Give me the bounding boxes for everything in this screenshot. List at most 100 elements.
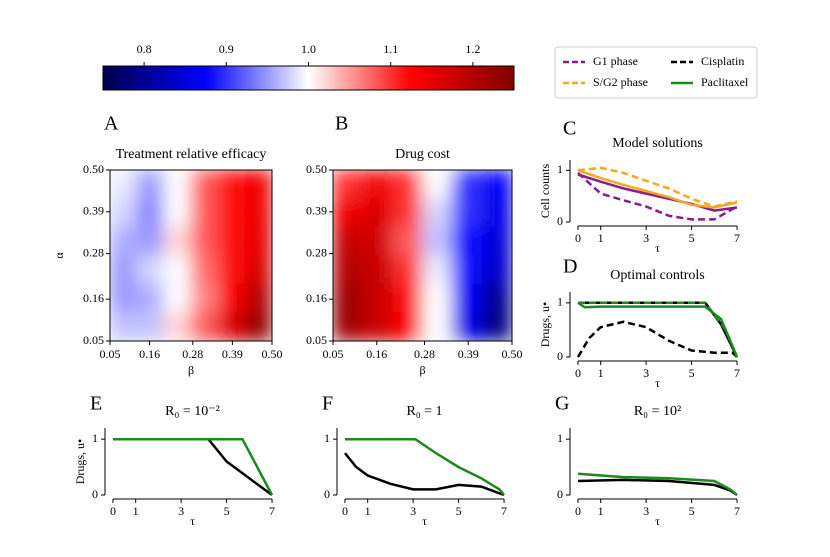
x-axis-label: β bbox=[419, 363, 425, 377]
x-tick-label: 0 bbox=[575, 504, 581, 518]
heatmap-cell bbox=[451, 255, 483, 285]
heatmap-cell bbox=[217, 170, 246, 199]
heatmap-cell bbox=[110, 283, 138, 313]
x-tick-label: 0.50 bbox=[262, 347, 283, 361]
y-tick-label: 0 bbox=[557, 214, 563, 228]
legend-box bbox=[554, 46, 758, 99]
series-line bbox=[577, 166, 738, 208]
heatmap-cell bbox=[163, 198, 192, 228]
heatmap-cell bbox=[190, 198, 219, 228]
heatmap-cell bbox=[392, 226, 423, 256]
heatmap-cells bbox=[110, 170, 272, 341]
heatmap-cell bbox=[481, 170, 512, 199]
heatmap bbox=[333, 170, 512, 341]
heatmap-cell bbox=[136, 283, 165, 313]
heatmap-cell bbox=[481, 312, 512, 341]
series-line bbox=[344, 452, 505, 497]
legend-label: Cisplatin bbox=[701, 54, 744, 68]
x-tick-label: 5 bbox=[456, 504, 462, 518]
heatmap-cell bbox=[392, 170, 423, 199]
x-tick-label: 1 bbox=[598, 504, 604, 518]
x-tick-label: 0.16 bbox=[139, 347, 160, 361]
heatmap-cell bbox=[481, 198, 512, 228]
heatmap-cell bbox=[333, 312, 364, 341]
heatmap-cell bbox=[362, 283, 394, 313]
heatmap-cell bbox=[362, 312, 394, 341]
heatmap-cell bbox=[217, 283, 246, 313]
heatmap-cell bbox=[333, 198, 364, 228]
x-tick-label: 3 bbox=[643, 504, 649, 518]
panel-title: R₀ = 10⁻² bbox=[165, 404, 220, 419]
heatmap-cell bbox=[451, 170, 483, 199]
y-axis-label: Drugs, u• bbox=[73, 439, 87, 485]
heatmap-cell bbox=[451, 283, 483, 313]
y-tick-label: 1 bbox=[557, 162, 563, 176]
x-tick-label: 0 bbox=[575, 366, 581, 380]
panel-letter: F bbox=[322, 393, 333, 415]
y-tick-label: 0.05 bbox=[83, 333, 104, 347]
x-tick-label: 0.39 bbox=[222, 347, 243, 361]
legend-label: S/G2 phase bbox=[593, 75, 648, 89]
panel-letter: A bbox=[104, 113, 119, 135]
y-tick-label: 1 bbox=[92, 431, 98, 445]
x-axis-label: τ bbox=[655, 376, 660, 390]
panel-letter: E bbox=[90, 393, 102, 415]
x-tick-label: 0.39 bbox=[458, 347, 479, 361]
heatmap-cell bbox=[217, 226, 246, 256]
heatmap-cell bbox=[333, 255, 364, 285]
x-tick-label: 5 bbox=[224, 504, 230, 518]
y-tick-label: 0.39 bbox=[306, 204, 327, 218]
heatmap-cell bbox=[362, 226, 394, 256]
y-axis-label: α bbox=[52, 252, 66, 259]
heatmap-cell bbox=[422, 312, 453, 341]
x-tick-label: 5 bbox=[689, 504, 695, 518]
colorbar-tick-label: 1.0 bbox=[301, 42, 316, 56]
x-tick-label: 0.05 bbox=[323, 347, 344, 361]
heatmap-cell bbox=[422, 170, 453, 199]
series-line bbox=[345, 437, 505, 496]
heatmap-cell bbox=[217, 312, 246, 341]
y-tick-label: 1 bbox=[557, 431, 563, 445]
x-axis-label: τ bbox=[422, 514, 427, 528]
heatmap-cell bbox=[110, 312, 138, 341]
heatmap-cells bbox=[333, 170, 512, 341]
heatmap-cell bbox=[163, 312, 192, 341]
heatmap-cell bbox=[362, 170, 394, 199]
series-line bbox=[577, 301, 739, 358]
heatmap-cell bbox=[244, 226, 272, 256]
heatmap-cell bbox=[333, 283, 364, 313]
x-tick-label: 7 bbox=[501, 504, 507, 518]
x-tick-label: 0 bbox=[110, 504, 116, 518]
heatmap-cell bbox=[451, 226, 483, 256]
legend-label: Paclitaxel bbox=[701, 75, 749, 89]
heatmap-cell bbox=[392, 198, 423, 228]
series-line bbox=[578, 301, 739, 358]
x-tick-label: 5 bbox=[689, 231, 695, 245]
y-tick-label: 0.50 bbox=[83, 162, 104, 176]
y-tick-label: 0 bbox=[557, 349, 563, 363]
heatmap-cell bbox=[136, 255, 165, 285]
x-tick-label: 1 bbox=[598, 366, 604, 380]
heatmap-cell bbox=[392, 283, 423, 313]
y-tick-label: 0.28 bbox=[306, 245, 327, 259]
colorbar-tick-label: 0.8 bbox=[137, 42, 152, 56]
heatmap-cell bbox=[110, 226, 138, 256]
y-tick-label: 1 bbox=[557, 295, 563, 309]
y-tick-label: 0 bbox=[92, 487, 98, 501]
heatmap-cell bbox=[481, 283, 512, 313]
y-tick-label: 0 bbox=[557, 487, 563, 501]
heatmap-cell bbox=[110, 170, 138, 199]
x-tick-label: 3 bbox=[178, 504, 184, 518]
heatmap-cell bbox=[422, 226, 453, 256]
colorbar-tick-label: 0.9 bbox=[219, 42, 234, 56]
heatmap-cell bbox=[190, 226, 219, 256]
x-axis-label: τ bbox=[655, 514, 660, 528]
x-tick-label: 0.16 bbox=[366, 347, 387, 361]
heatmap-cell bbox=[422, 198, 453, 228]
x-tick-label: 1 bbox=[133, 504, 139, 518]
heatmap-cell bbox=[244, 255, 272, 285]
x-tick-label: 0.50 bbox=[502, 347, 523, 361]
x-axis-label: τ bbox=[655, 241, 660, 255]
heatmap-cell bbox=[110, 198, 138, 228]
heatmap-cell bbox=[190, 312, 219, 341]
